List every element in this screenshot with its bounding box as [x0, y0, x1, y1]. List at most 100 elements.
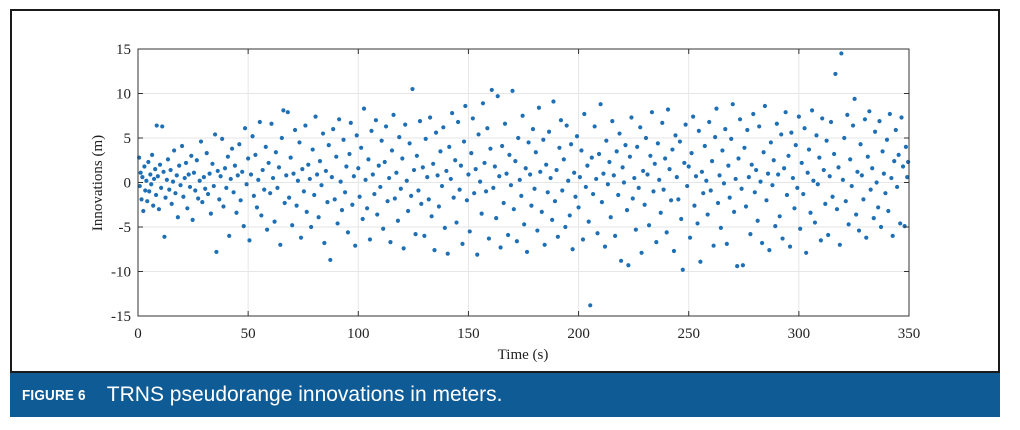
data-point — [570, 247, 575, 252]
data-point — [463, 103, 468, 109]
data-point — [792, 206, 797, 211]
data-point — [241, 224, 246, 229]
data-point — [670, 147, 675, 152]
x-tick-label: 200 — [567, 326, 590, 342]
data-point — [522, 222, 527, 227]
data-point — [467, 229, 472, 234]
data-point — [338, 179, 343, 184]
data-point — [476, 132, 481, 137]
data-point — [533, 150, 538, 155]
data-point — [337, 117, 342, 122]
data-point — [762, 103, 768, 109]
data-point — [174, 173, 179, 178]
data-point — [727, 195, 732, 200]
data-point — [861, 197, 866, 202]
data-point — [740, 263, 746, 268]
data-point — [444, 168, 449, 174]
data-point — [350, 202, 355, 207]
data-point — [181, 194, 186, 199]
data-point — [378, 184, 383, 190]
y-tick-label: 15 — [116, 42, 131, 58]
data-point — [325, 199, 330, 205]
data-point — [488, 146, 493, 151]
x-tick-label: 150 — [457, 326, 480, 342]
data-point — [729, 136, 734, 141]
data-point — [160, 124, 165, 129]
data-point — [379, 138, 384, 143]
data-point — [445, 251, 450, 256]
data-point — [153, 192, 159, 198]
data-point — [420, 165, 425, 170]
data-point — [546, 129, 552, 134]
data-point — [616, 192, 621, 198]
data-point — [539, 209, 544, 214]
data-point — [846, 222, 851, 227]
data-point — [205, 191, 211, 197]
data-point — [227, 233, 232, 238]
data-point — [511, 207, 516, 212]
data-point — [648, 153, 653, 158]
data-point — [643, 135, 649, 141]
data-point — [464, 198, 469, 203]
data-point — [626, 263, 631, 268]
data-point — [745, 127, 750, 133]
data-point — [407, 141, 412, 146]
data-point — [329, 175, 334, 180]
data-point — [855, 169, 860, 174]
data-point — [568, 142, 574, 147]
data-point — [715, 200, 721, 206]
data-point — [618, 258, 624, 263]
data-point — [138, 170, 143, 175]
data-point — [767, 248, 772, 253]
data-point — [561, 157, 566, 162]
data-point — [335, 221, 340, 226]
data-point — [366, 157, 371, 162]
data-point — [693, 174, 699, 179]
data-point — [416, 188, 421, 193]
data-point — [906, 159, 911, 165]
data-point — [520, 113, 525, 118]
data-point — [576, 205, 581, 210]
data-point — [607, 159, 612, 165]
grid-lines — [137, 48, 910, 317]
data-point — [264, 227, 270, 232]
data-point — [159, 185, 164, 190]
data-point — [573, 194, 578, 199]
data-point — [303, 123, 308, 128]
data-point — [632, 175, 637, 181]
data-point — [513, 159, 518, 164]
data-point — [517, 177, 522, 182]
data-point — [836, 165, 841, 170]
data-point — [560, 188, 565, 193]
data-point — [232, 163, 238, 168]
data-point — [413, 232, 418, 237]
data-point — [787, 244, 793, 249]
data-point — [167, 187, 172, 192]
data-point — [341, 137, 346, 142]
data-point — [865, 154, 870, 159]
data-point — [804, 250, 809, 255]
data-point — [401, 246, 406, 251]
data-point — [228, 176, 233, 182]
data-point — [630, 196, 635, 201]
data-point — [874, 180, 879, 185]
data-point — [691, 114, 696, 119]
data-point — [617, 131, 622, 136]
data-point — [771, 158, 776, 163]
data-point — [629, 115, 634, 120]
data-point — [367, 237, 373, 242]
data-point — [878, 224, 884, 230]
data-point — [272, 219, 277, 224]
data-point — [211, 183, 216, 189]
data-point — [224, 185, 229, 190]
data-point — [323, 168, 328, 174]
data-point — [604, 138, 609, 143]
data-point — [502, 121, 508, 126]
data-point — [538, 169, 543, 174]
data-point — [285, 110, 290, 115]
data-point — [900, 164, 906, 169]
axes — [137, 48, 910, 317]
data-point — [667, 167, 672, 172]
data-points — [137, 51, 911, 308]
data-point — [450, 110, 455, 116]
